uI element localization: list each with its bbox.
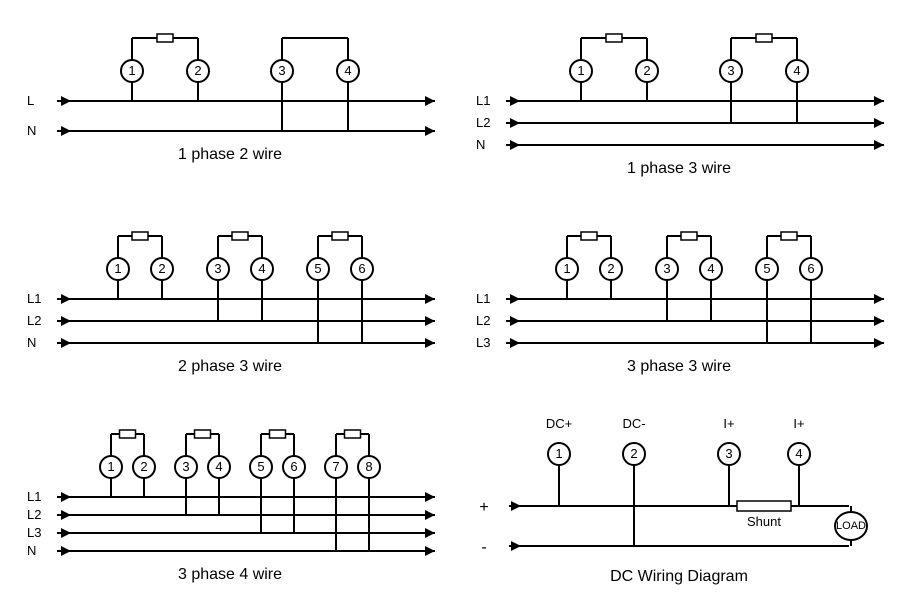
diagram-cell: DC+ 1 DC- 2 I+ 3 I+ 4 + - Shunt LOAD DC Wiring Diagr… <box>459 406 900 596</box>
fuse <box>345 430 361 438</box>
dc-terminal-label: I+ <box>793 416 804 431</box>
diagram-cell: L1 L2 N 1 2 3 4 5 6 2 phase 3 wire <box>10 208 451 398</box>
terminal-number: 6 <box>358 261 365 276</box>
terminal-number: 2 <box>140 459 147 474</box>
terminal-number: 3 <box>182 459 189 474</box>
line-label: L1 <box>476 93 490 108</box>
diagram-cell: L1 L2 N 1 2 3 4 1 phase 3 wire <box>459 10 900 200</box>
terminal-number: 2 <box>158 261 165 276</box>
fuse <box>232 232 248 240</box>
fuse <box>195 430 211 438</box>
terminal-number: 3 <box>727 63 734 78</box>
terminal-number: 4 <box>795 446 802 461</box>
line-label: L <box>27 93 34 108</box>
diagram-caption: 3 phase 3 wire <box>626 358 730 375</box>
load-label: LOAD <box>836 520 866 532</box>
terminal-number: 4 <box>215 459 222 474</box>
terminal-number: 2 <box>643 63 650 78</box>
plus-label: + <box>479 499 488 516</box>
wiring-diagram: L1 L2 N 1 2 3 4 1 phase 3 wire <box>459 10 899 200</box>
diagram-caption: 3 phase 4 wire <box>178 566 282 583</box>
terminal-number: 6 <box>807 261 814 276</box>
fuse <box>606 34 622 42</box>
terminal-number: 1 <box>114 261 121 276</box>
terminal-number: 4 <box>344 63 351 78</box>
fuse <box>681 232 697 240</box>
terminal-number: 1 <box>128 63 135 78</box>
terminal-number: 3 <box>725 446 732 461</box>
terminal-number: 7 <box>332 459 339 474</box>
line-label: L1 <box>27 489 41 504</box>
diagram-caption: DC Wiring Diagram <box>610 568 748 585</box>
terminal-number: 5 <box>763 261 770 276</box>
diagram-cell: L1 L2 L3 1 2 3 4 5 6 3 phase 3 wire <box>459 208 900 398</box>
fuse <box>781 232 797 240</box>
terminal-number: 2 <box>630 446 637 461</box>
terminal-number: 2 <box>194 63 201 78</box>
terminal-number: 3 <box>663 261 670 276</box>
diagram-cell: L1 L2 L3 N 1 2 3 4 5 6 7 8 3 phase 4 wire <box>10 406 451 596</box>
terminal-number: 4 <box>707 261 714 276</box>
terminal-number: 1 <box>555 446 562 461</box>
line-label: L2 <box>27 313 41 328</box>
wiring-diagram: L1 L2 L3 1 2 3 4 5 6 3 phase 3 wire <box>459 208 899 398</box>
wiring-diagram: L1 L2 L3 N 1 2 3 4 5 6 7 8 3 phase 4 wire <box>10 406 450 596</box>
terminal-number: 2 <box>607 261 614 276</box>
dc-terminal-label: I+ <box>723 416 734 431</box>
terminal-number: 4 <box>793 63 800 78</box>
fuse <box>132 232 148 240</box>
fuse <box>157 34 173 42</box>
diagram-cell: LN 1 2 3 4 1 phase 2 wire <box>10 10 451 200</box>
line-label: L2 <box>27 507 41 522</box>
fuse <box>120 430 136 438</box>
fuse <box>756 34 772 42</box>
terminal-number: 3 <box>214 261 221 276</box>
terminal-number: 3 <box>278 63 285 78</box>
terminal-number: 4 <box>258 261 265 276</box>
terminal-number: 8 <box>365 459 372 474</box>
wiring-diagram: DC+ 1 DC- 2 I+ 3 I+ 4 + - Shunt LOAD DC Wiring Diagr… <box>459 406 899 596</box>
terminal-number: 1 <box>563 261 570 276</box>
terminal-number: 5 <box>314 261 321 276</box>
line-label: L3 <box>27 525 41 540</box>
line-label: L2 <box>476 313 490 328</box>
line-label: L2 <box>476 115 490 130</box>
line-label: L3 <box>476 335 490 350</box>
diagram-caption: 2 phase 3 wire <box>178 358 282 375</box>
diagram-caption: 1 phase 3 wire <box>626 160 730 177</box>
terminal-number: 5 <box>257 459 264 474</box>
terminal-number: 6 <box>290 459 297 474</box>
fuse <box>581 232 597 240</box>
line-label: L1 <box>476 291 490 306</box>
dc-terminal-label: DC- <box>622 416 645 431</box>
diagram-caption: 1 phase 2 wire <box>178 146 282 163</box>
wiring-diagram: L1 L2 N 1 2 3 4 5 6 2 phase 3 wire <box>10 208 450 398</box>
terminal-number: 1 <box>577 63 584 78</box>
fuse <box>270 430 286 438</box>
line-label: N <box>27 335 36 350</box>
line-label: N <box>27 543 36 558</box>
fuse <box>332 232 348 240</box>
line-label: N <box>27 123 36 138</box>
terminal-number: 1 <box>107 459 114 474</box>
line-label: N <box>476 137 485 152</box>
line-label: L1 <box>27 291 41 306</box>
minus-label: - <box>481 539 486 556</box>
shunt-label: Shunt <box>747 514 781 529</box>
shunt <box>737 501 791 511</box>
dc-terminal-label: DC+ <box>545 416 571 431</box>
wiring-diagram: LN 1 2 3 4 1 phase 2 wire <box>10 10 450 200</box>
